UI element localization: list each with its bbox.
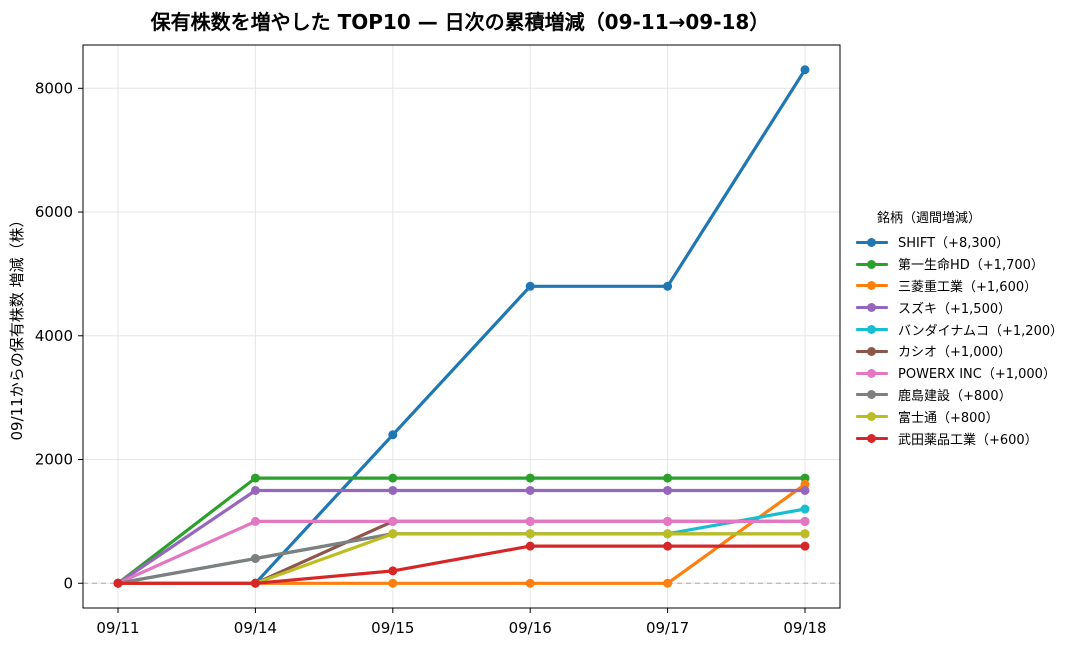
data-point — [250, 485, 260, 495]
x-tick-label: 09/11 — [96, 619, 139, 637]
data-point — [388, 473, 398, 483]
legend-item: 第一生命HD（+1,700） — [854, 253, 1084, 275]
legend-swatch — [854, 301, 890, 313]
legend-item: 三菱重工業（+1,600） — [854, 275, 1084, 297]
data-point — [663, 529, 673, 539]
data-point — [525, 473, 535, 483]
series-line — [116, 476, 807, 585]
data-point — [388, 485, 398, 495]
legend-item: SHIFT（+8,300） — [854, 231, 1084, 253]
series — [113, 473, 810, 588]
y-axis-label: 09/11からの保有株数 増減（株） — [8, 213, 26, 441]
legend-item: 武田薬品工業（+600） — [854, 427, 1084, 449]
series-line — [116, 488, 807, 585]
legend-label: 武田薬品工業（+600） — [898, 432, 1038, 448]
data-point — [663, 473, 673, 483]
data-point — [663, 541, 673, 551]
data-point — [525, 281, 535, 291]
data-point — [663, 281, 673, 291]
data-point — [663, 578, 673, 588]
data-point — [800, 529, 810, 539]
legend-swatch — [854, 432, 890, 444]
data-point — [800, 65, 810, 75]
data-point — [800, 479, 810, 489]
x-tick-label: 09/16 — [509, 619, 552, 637]
legend-label: 鹿島建設（+800） — [898, 388, 1012, 404]
legend-swatch — [854, 279, 890, 291]
legend-item: スズキ（+1,500） — [854, 296, 1084, 318]
legend-title: 銘柄（週間増減） — [876, 211, 981, 226]
data-point — [388, 566, 398, 576]
x-tick-label: 09/18 — [783, 619, 826, 637]
y-tick-label: 8000 — [35, 79, 73, 97]
y-tick-label: 4000 — [35, 327, 73, 345]
data-point — [250, 516, 260, 526]
legend-label: スズキ（+1,500） — [898, 301, 1012, 317]
legend-swatch — [854, 258, 890, 270]
legend-item: 鹿島建設（+800） — [854, 384, 1084, 406]
legend-item: 富士通（+800） — [854, 405, 1084, 427]
x-tick-label: 09/15 — [371, 619, 414, 637]
plot-frame — [82, 44, 841, 609]
legend-label: 富士通（+800） — [898, 410, 999, 426]
legend-label: バンダイナムコ（+1,200） — [898, 323, 1064, 339]
series-line — [116, 519, 807, 585]
data-point — [800, 504, 810, 514]
data-point — [800, 541, 810, 551]
x-tick-label: 09/14 — [234, 619, 277, 637]
legend-label: POWERX INC（+1,000） — [898, 367, 1056, 383]
legend-label: 三菱重工業（+1,600） — [898, 279, 1038, 295]
series — [113, 65, 810, 588]
data-point — [525, 541, 535, 551]
series-line — [116, 544, 807, 585]
data-point — [388, 578, 398, 588]
data-point — [525, 516, 535, 526]
data-point — [663, 516, 673, 526]
y-tick-label: 2000 — [35, 451, 73, 469]
legend-item: バンダイナムコ（+1,200） — [854, 318, 1084, 340]
data-point — [388, 516, 398, 526]
legend-item: POWERX INC（+1,000） — [854, 362, 1084, 384]
data-point — [250, 473, 260, 483]
legend-swatch — [854, 236, 890, 248]
data-point — [800, 516, 810, 526]
chart-title: 保有株数を増やした TOP10 — 日次の累積増減（09-11→09-18） — [150, 10, 770, 34]
series-line — [116, 519, 807, 585]
legend-label: 第一生命HD（+1,700） — [898, 258, 1044, 274]
series-lines — [113, 65, 810, 588]
legend: 銘柄（週間増減） SHIFT（+8,300） 第一生命HD（+1,700） 三菱重工… — [854, 207, 1084, 449]
data-point — [800, 473, 810, 483]
data-point — [525, 529, 535, 539]
data-point — [663, 485, 673, 495]
legend-swatch — [854, 388, 890, 400]
legend-swatch — [854, 323, 890, 335]
axis-ticks: 09/11 09/14 09/15 09/16 09/17 09/18 0 2000 4000 6… — [35, 79, 827, 637]
data-point — [525, 485, 535, 495]
legend-label: カシオ（+1,000） — [898, 345, 1012, 361]
data-point — [250, 554, 260, 564]
y-tick-label: 0 — [63, 574, 73, 592]
data-point — [525, 578, 535, 588]
legend-swatch — [854, 410, 890, 422]
legend-swatch — [854, 367, 890, 379]
y-tick-label: 6000 — [35, 203, 73, 221]
x-tick-label: 09/17 — [646, 619, 689, 637]
data-point — [800, 485, 810, 495]
series — [113, 541, 810, 588]
legend-label: SHIFT（+8,300） — [898, 236, 1010, 252]
data-point — [113, 578, 123, 588]
data-point — [250, 578, 260, 588]
data-point — [388, 529, 398, 539]
data-point — [388, 430, 398, 440]
legend-item: カシオ（+1,000） — [854, 340, 1084, 362]
legend-swatch — [854, 345, 890, 357]
